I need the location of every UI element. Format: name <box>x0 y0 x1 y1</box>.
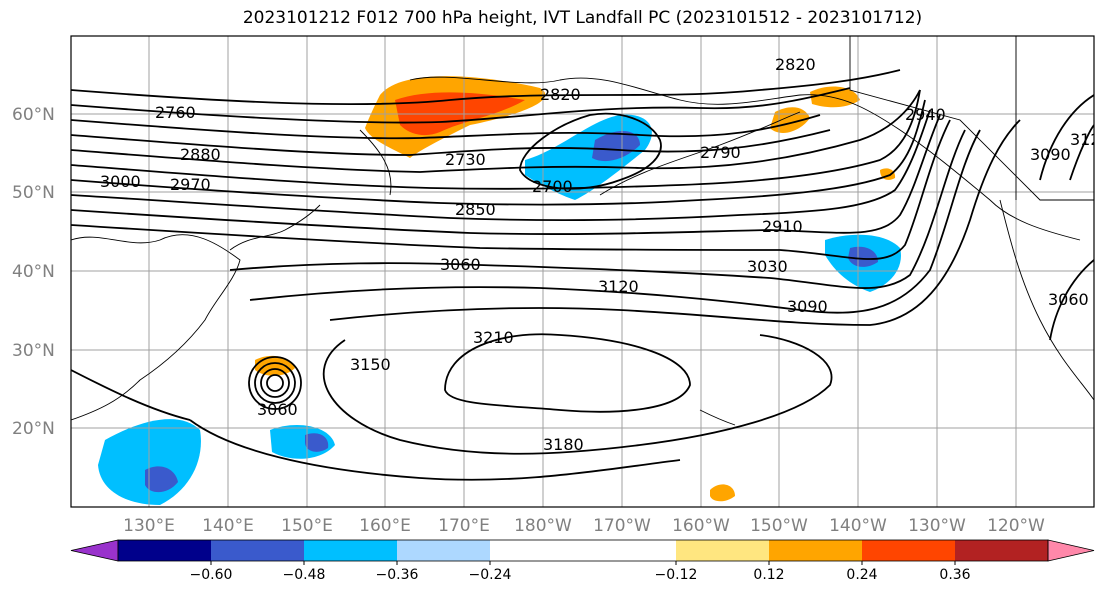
lon-label: 170°E <box>438 516 490 536</box>
colorbar-segment <box>397 540 491 561</box>
map-border <box>70 35 1095 508</box>
contour-label: 2940 <box>905 105 946 124</box>
contour-label: 3120 <box>1070 130 1105 149</box>
map-title: 2023101212 F012 700 hPa height, IVT Land… <box>242 8 923 28</box>
lat-label: 60°N <box>12 105 55 125</box>
lat-label: 40°N <box>12 262 55 282</box>
colorbar-border <box>117 539 1049 562</box>
contour-labels: 2760 2880 3000 2970 2820 2730 2700 2850 … <box>100 55 1105 454</box>
colorbar-tick-label: 0.36 <box>939 567 970 583</box>
lon-label: 130°E <box>123 516 175 536</box>
coastlines <box>71 36 1094 426</box>
lon-label: 160°E <box>359 516 411 536</box>
lon-label: 120°W <box>987 516 1045 536</box>
contour-label: 2760 <box>155 103 196 122</box>
contour-label: 3210 <box>473 328 514 347</box>
colorbar-tick-label: −0.36 <box>376 567 419 583</box>
height-contours <box>71 69 1094 481</box>
colorbar-tick-label: −0.12 <box>655 567 698 583</box>
colorbar-tick-label: −0.60 <box>190 567 233 583</box>
contour-label: 3180 <box>543 435 584 454</box>
colorbar-tick-label: 0.12 <box>753 567 784 583</box>
contour-label: 3060 <box>1048 290 1089 309</box>
colorbar-segment <box>862 540 956 561</box>
colorbar-segment <box>304 540 398 561</box>
contour-label: 3060 <box>440 255 481 274</box>
contour-label: 2820 <box>540 85 581 104</box>
lon-label: 140°E <box>202 516 254 536</box>
lon-label: 170°W <box>593 516 651 536</box>
contour-label: 2970 <box>170 175 211 194</box>
contour-label: 3120 <box>598 277 639 296</box>
lon-label: 140°W <box>829 516 887 536</box>
contour-label: 2790 <box>700 143 741 162</box>
lat-label: 50°N <box>12 183 55 203</box>
contour-label: 2850 <box>455 200 496 219</box>
contour-label: 2910 <box>762 217 803 236</box>
colorbar-segment <box>583 540 677 561</box>
colorbar-segment <box>955 540 1049 561</box>
colorbar-tick-label: −0.24 <box>469 567 512 583</box>
contour-label: 3030 <box>747 257 788 276</box>
colorbar-tick-label: 0.24 <box>846 567 877 583</box>
contour-label: 3090 <box>787 297 828 316</box>
lon-label: 160°W <box>672 516 730 536</box>
colorbar-segment <box>490 540 584 561</box>
colorbar-extend-high <box>1047 539 1095 562</box>
colorbar-extend-low <box>70 539 119 562</box>
contour-label: 2700 <box>532 177 573 196</box>
contour-label: 3090 <box>1030 145 1071 164</box>
contour-label: 2880 <box>180 145 221 164</box>
contour-label: 2730 <box>445 150 486 169</box>
colorbar-segment <box>211 540 305 561</box>
lon-label: 130°W <box>908 516 966 536</box>
colorbar-segment <box>676 540 770 561</box>
contour-label: 3000 <box>100 172 141 191</box>
contour-label: 3150 <box>350 355 391 374</box>
latitude-labels: 60°N 50°N 40°N 30°N 20°N <box>12 105 55 439</box>
colorbar-tick-label: −0.48 <box>283 567 326 583</box>
contour-label: 3060 <box>257 400 298 419</box>
colorbar-segment <box>118 540 212 561</box>
lat-label: 30°N <box>12 341 55 361</box>
colorbar-segment <box>769 540 863 561</box>
lon-label: 150°E <box>281 516 333 536</box>
graticule <box>71 36 1094 507</box>
contour-label: 2820 <box>775 55 816 74</box>
lat-label: 20°N <box>12 419 55 439</box>
colorbar: −0.60 −0.48 −0.36 −0.24 −0.12 0.12 0.24 0.36 <box>70 539 1095 583</box>
longitude-labels: 130°E 140°E 150°E 160°E 170°E 180°W 170°… <box>123 516 1045 536</box>
lon-label: 150°W <box>750 516 808 536</box>
lon-label: 180°W <box>514 516 572 536</box>
